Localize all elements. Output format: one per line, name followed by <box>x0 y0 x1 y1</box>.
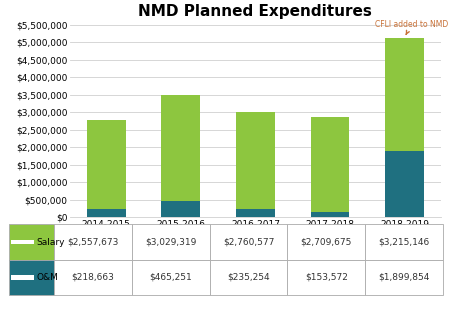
Bar <box>54 260 132 295</box>
Bar <box>161 201 200 217</box>
Text: Salary: Salary <box>37 237 65 247</box>
Bar <box>287 260 364 295</box>
Title: NMD Planned Expenditures: NMD Planned Expenditures <box>138 4 372 20</box>
Text: CFLI added to NMD: CFLI added to NMD <box>374 20 447 34</box>
Bar <box>9 224 54 260</box>
Bar <box>364 260 442 295</box>
Text: $3,215,146: $3,215,146 <box>377 237 429 247</box>
Bar <box>384 151 423 217</box>
Bar <box>287 224 364 260</box>
Bar <box>310 212 349 217</box>
Text: $2,760,577: $2,760,577 <box>222 237 274 247</box>
Bar <box>9 260 54 295</box>
Text: $235,254: $235,254 <box>227 273 269 282</box>
Bar <box>161 95 200 201</box>
Bar <box>132 260 209 295</box>
Text: $218,663: $218,663 <box>72 273 114 282</box>
Bar <box>364 224 442 260</box>
Text: $3,029,319: $3,029,319 <box>145 237 196 247</box>
Bar <box>11 240 34 244</box>
Bar <box>209 224 287 260</box>
Bar <box>235 209 274 217</box>
Text: $2,557,673: $2,557,673 <box>67 237 119 247</box>
Bar <box>310 117 349 212</box>
Text: $153,572: $153,572 <box>304 273 347 282</box>
Bar <box>209 260 287 295</box>
Bar <box>384 38 423 151</box>
Text: $2,709,675: $2,709,675 <box>300 237 351 247</box>
Bar <box>235 112 274 209</box>
Bar <box>54 224 132 260</box>
Text: O&M: O&M <box>37 273 58 282</box>
Bar <box>11 275 34 280</box>
Text: $465,251: $465,251 <box>149 273 192 282</box>
Bar <box>132 224 209 260</box>
Bar <box>87 209 125 217</box>
Bar <box>87 120 125 209</box>
Text: $1,899,854: $1,899,854 <box>377 273 429 282</box>
